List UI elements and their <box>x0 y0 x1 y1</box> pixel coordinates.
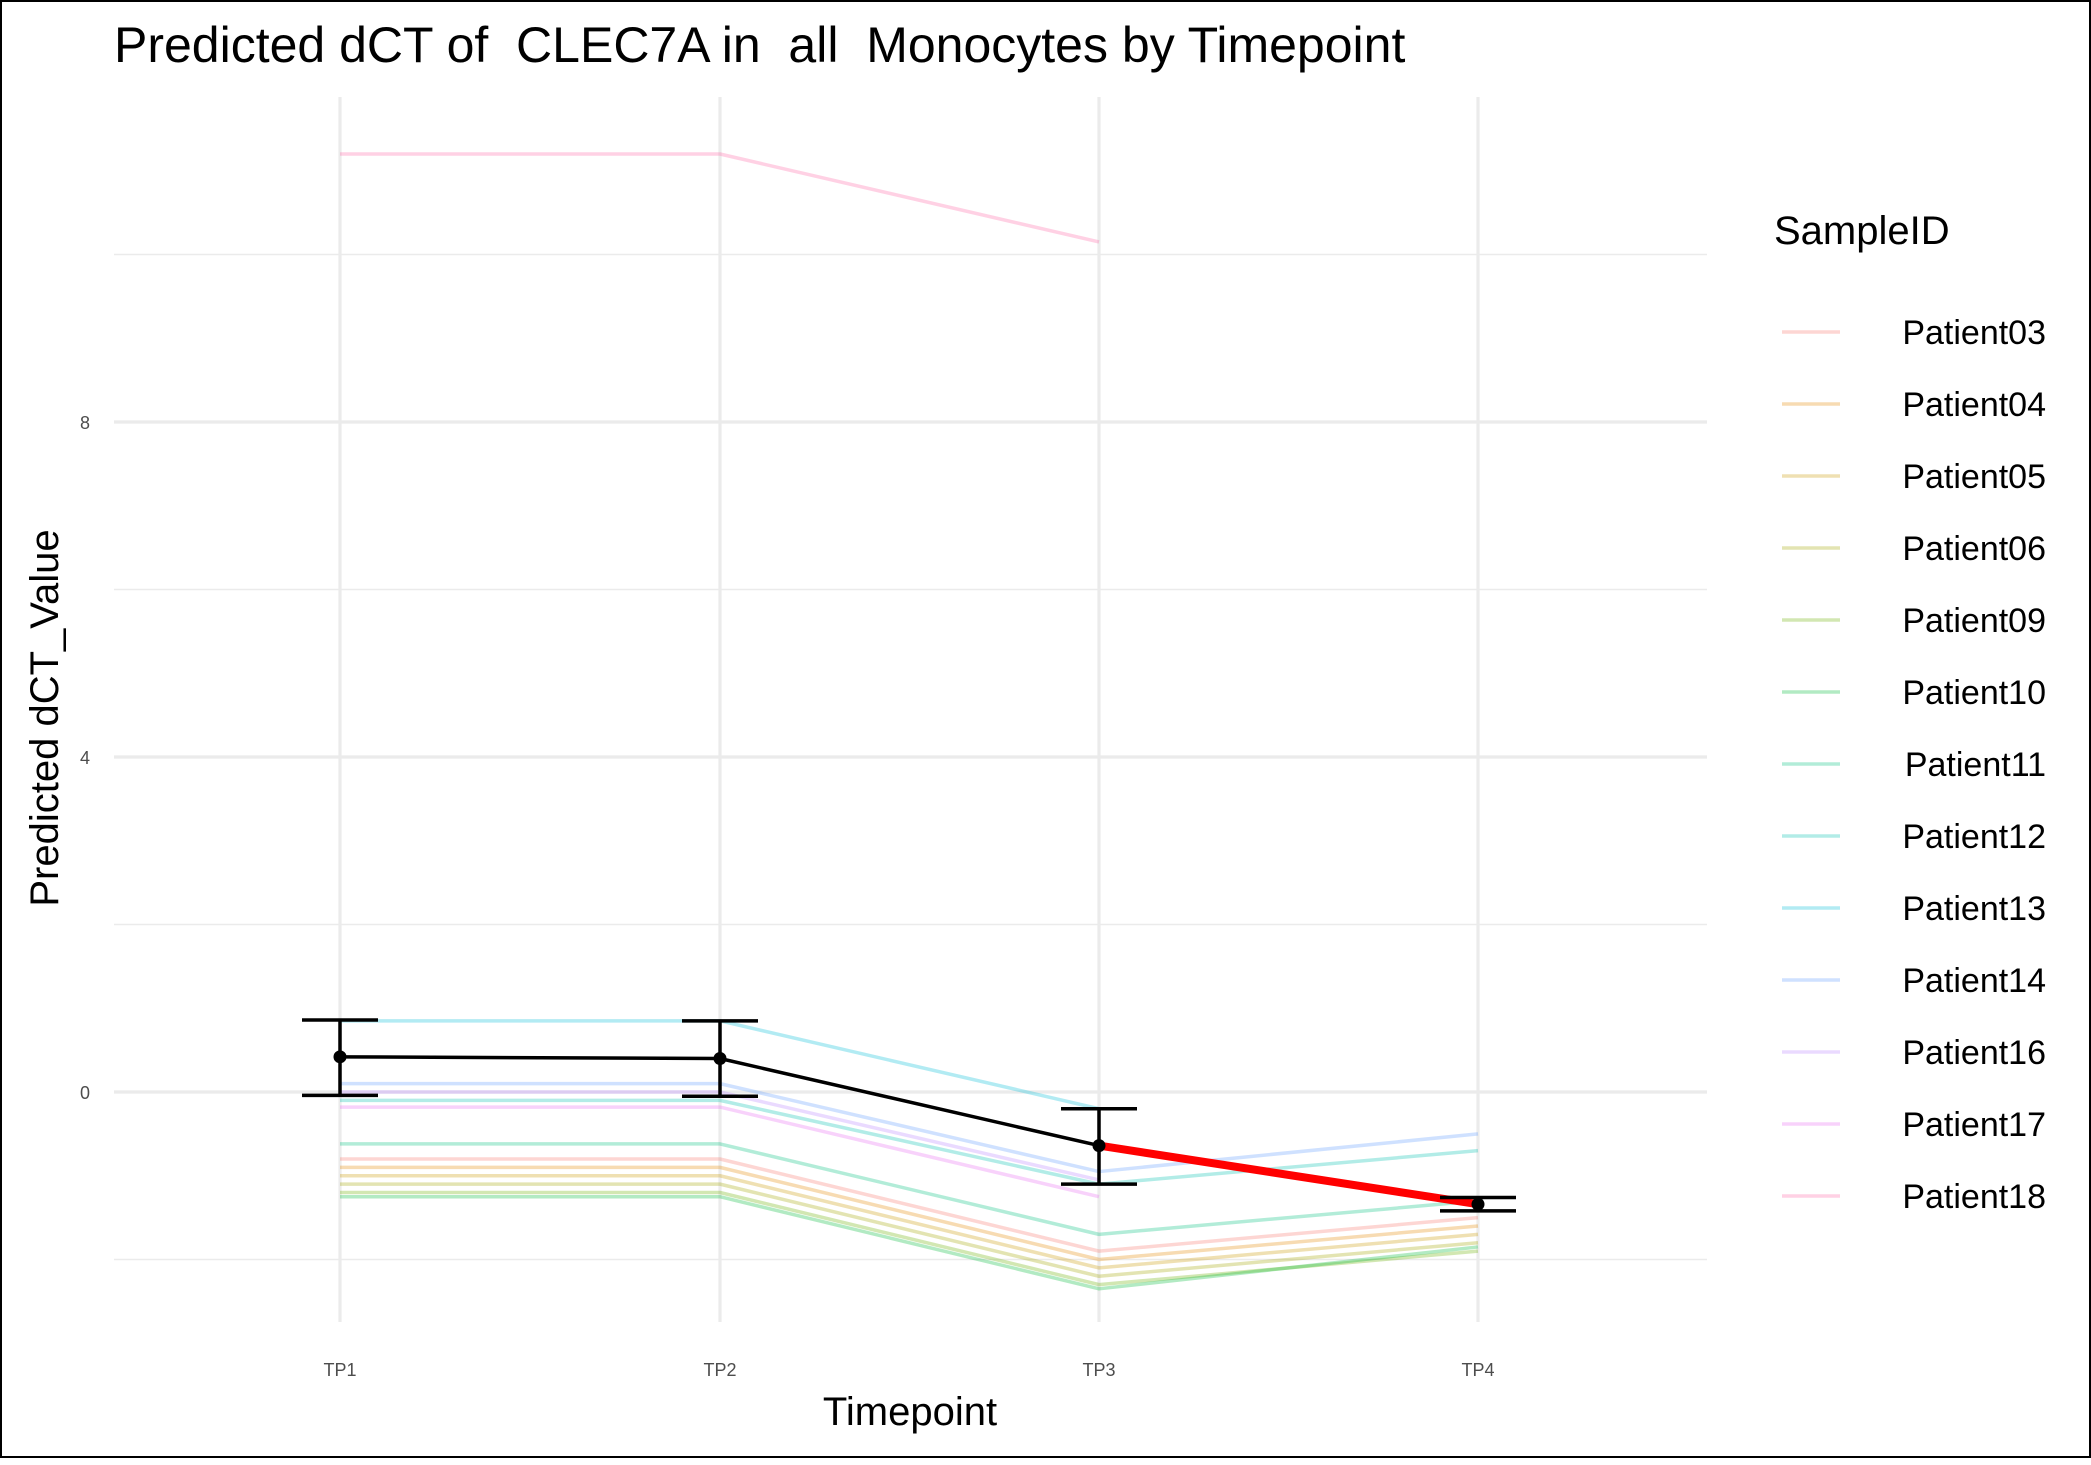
mean-line-highlight-segment <box>1095 1141 1482 1209</box>
legend-label: Patient10 <box>1902 674 2046 712</box>
legend-label: Patient06 <box>1902 530 2046 568</box>
series-line-patient10 <box>340 1194 1479 1291</box>
series-line-patient11 <box>340 1142 1479 1237</box>
grid <box>114 97 1707 1322</box>
legend-label: Patient05 <box>1902 458 2046 496</box>
mean-layer <box>302 1018 1516 1213</box>
legend: SampleID Patient03Patient04Patient05Pati… <box>1774 209 2046 1216</box>
legend-item: Patient04 <box>1782 386 2046 424</box>
y-tick-label: 4 <box>80 748 90 768</box>
legend-label: Patient11 <box>1905 746 2046 784</box>
legend-item: Patient12 <box>1782 818 2046 856</box>
legend-item: Patient03 <box>1782 314 2046 352</box>
legend-item: Patient16 <box>1782 1034 2046 1072</box>
legend-item: Patient11 <box>1782 746 2046 784</box>
mean-point <box>333 1050 347 1064</box>
legend-label: Patient17 <box>1902 1106 2046 1144</box>
series-line-patient06 <box>340 1182 1479 1278</box>
legend-label: Patient04 <box>1902 386 2046 424</box>
mean-point <box>1092 1139 1106 1153</box>
mean-point <box>1471 1197 1485 1211</box>
legend-label: Patient09 <box>1902 602 2046 640</box>
mean-point <box>713 1052 727 1065</box>
y-axis-ticks: 0 4 8 <box>80 413 90 1103</box>
legend-item: Patient09 <box>1782 602 2046 640</box>
series-line-patient12 <box>340 1098 1479 1186</box>
legend-item: Patient18 <box>1782 1178 2046 1216</box>
legend-item: Patient13 <box>1782 890 2046 928</box>
x-axis-ticks: TP1 TP2 TP3 TP4 <box>323 1360 1494 1380</box>
y-tick-label: 0 <box>80 1083 90 1103</box>
series-line-patient03 <box>340 1157 1479 1253</box>
series-line-patient05 <box>340 1174 1479 1270</box>
series-line-patient09 <box>340 1190 1479 1287</box>
y-tick-label: 8 <box>80 413 90 433</box>
legend-title: SampleID <box>1774 209 1950 253</box>
legend-item: Patient06 <box>1782 530 2046 568</box>
legend-item: Patient17 <box>1782 1106 2046 1144</box>
legend-label: Patient18 <box>1902 1178 2046 1216</box>
chart-title: Predicted dCT of CLEC7A in all Monocytes… <box>114 17 1405 73</box>
x-axis-title: Timepoint <box>823 1390 997 1434</box>
mean-line-segment <box>338 1055 722 1061</box>
x-tick-label: TP4 <box>1461 1360 1494 1380</box>
series-line-patient17 <box>340 1105 1100 1199</box>
legend-item: Patient05 <box>1782 458 2046 496</box>
legend-label: Patient16 <box>1902 1034 2046 1072</box>
legend-label: Patient12 <box>1902 818 2046 856</box>
x-tick-label: TP2 <box>703 1360 736 1380</box>
x-tick-label: TP1 <box>323 1360 356 1380</box>
legend-item: Patient10 <box>1782 674 2046 712</box>
legend-items: Patient03 Patient04 Patient05 Patient06 Pati… <box>1782 314 2046 1216</box>
series-line-patient14 <box>340 1081 1479 1174</box>
y-axis-title: Predicted dCT_Value <box>23 529 67 906</box>
x-tick-label: TP3 <box>1082 1360 1115 1380</box>
legend-item: Patient14 <box>1782 962 2046 1000</box>
series-line-patient04 <box>340 1165 1479 1262</box>
series-line-patient18 <box>340 152 1100 244</box>
legend-label: Patient13 <box>1902 890 2046 928</box>
mean-line-segment <box>718 1056 1101 1148</box>
series-lines <box>340 152 1479 1291</box>
legend-label: Patient14 <box>1902 962 2046 1000</box>
legend-label: Patient03 <box>1902 314 2046 352</box>
